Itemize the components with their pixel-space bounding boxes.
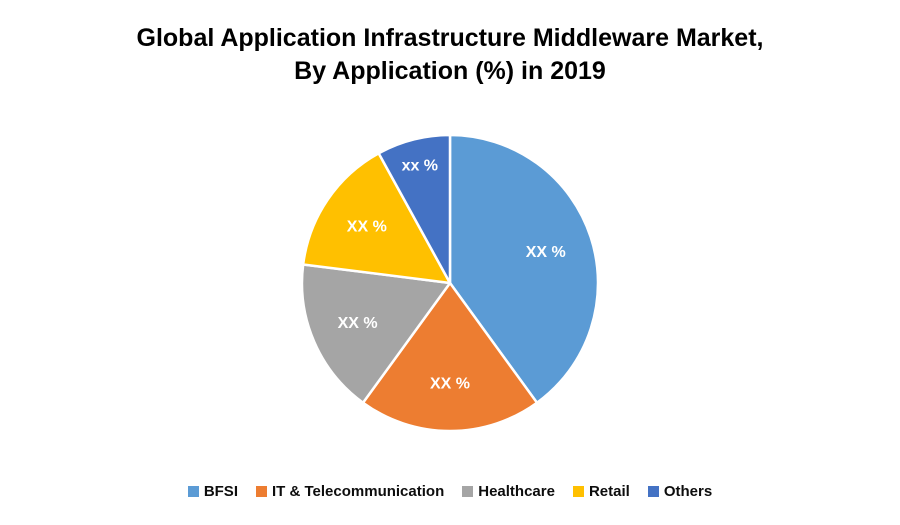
pie-slice-others xyxy=(377,133,452,285)
chart-legend: BFSI IT & Telecommunication Healthcare Reta… xyxy=(0,483,900,500)
pie-slice-label-retail: XX % xyxy=(347,218,387,235)
pie-slice-bfsi xyxy=(448,133,600,404)
legend-label-retail: Retail xyxy=(588,483,630,500)
legend-label-healthcare: Healthcare xyxy=(478,483,555,500)
legend-label-bfsi: BFSI xyxy=(203,483,238,500)
legend-swatch-others xyxy=(647,486,659,497)
chart-title-line-1: Global Application Infrastructure Middle… xyxy=(136,24,764,52)
pie-chart: XX % XX % XX % XX % xx % xyxy=(300,133,600,433)
legend-swatch-bfsi xyxy=(187,486,199,497)
pie-slice-healthcare xyxy=(300,263,452,404)
pie-slice-label-it-telecommunication: XX % xyxy=(430,376,470,393)
legend-item-others: Others xyxy=(647,483,713,500)
pie-slice-retail xyxy=(301,152,452,285)
chart-title-line-2: By Application (%) in 2019 xyxy=(294,56,606,85)
legend-label-others: Others xyxy=(663,483,713,500)
legend-item-healthcare: Healthcare xyxy=(462,483,555,500)
pie-slice-label-bfsi: XX % xyxy=(526,244,566,261)
pie-slice-label-healthcare: XX % xyxy=(338,315,378,332)
legend-label-it-telecommunication: IT & Telecommunication xyxy=(271,483,445,500)
legend-item-it-telecommunication: IT & Telecommunication xyxy=(255,483,445,500)
legend-item-bfsi: BFSI xyxy=(187,483,238,500)
chart-title: Global Application Infrastructure Middle… xyxy=(0,22,900,87)
legend-item-retail: Retail xyxy=(572,483,630,500)
legend-swatch-retail xyxy=(572,486,584,497)
pie-slice-label-others: xx % xyxy=(402,158,438,175)
legend-swatch-healthcare xyxy=(462,486,474,497)
pie-slice-it-telecommunication xyxy=(361,281,539,433)
legend-swatch-it-telecommunication xyxy=(255,486,267,497)
